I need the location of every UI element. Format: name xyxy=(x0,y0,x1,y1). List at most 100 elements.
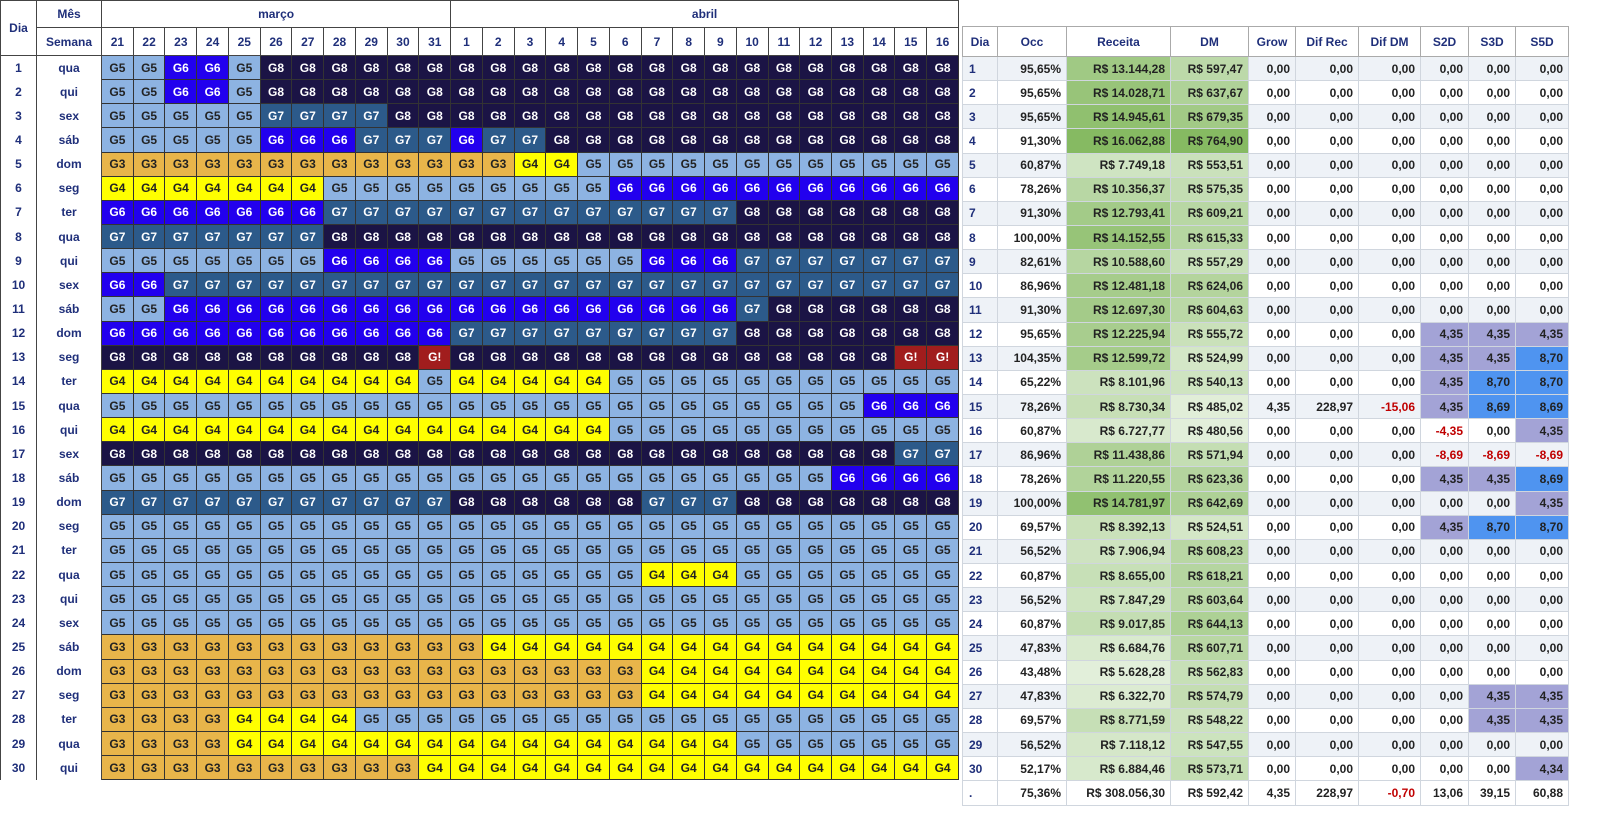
metric-cell: R$ 540,13 xyxy=(1170,369,1249,395)
metric-cell: 0,00 xyxy=(1358,442,1421,468)
metric-cell: 4,34 xyxy=(1515,756,1569,782)
group-cell: G8 xyxy=(799,223,832,250)
group-cell: G8 xyxy=(830,103,864,129)
group-cell: G8 xyxy=(799,54,832,81)
group-cell: G4 xyxy=(704,634,737,660)
group-cell: G6 xyxy=(450,296,483,322)
group-cell: G8 xyxy=(894,54,928,81)
group-cell: G4 xyxy=(227,730,261,757)
group-cell: G8 xyxy=(418,441,452,467)
metric-cell: 4,35 xyxy=(1468,683,1516,709)
metric-cell: 0,00 xyxy=(1358,297,1421,323)
metric-cell: R$ 548,22 xyxy=(1170,707,1249,733)
group-cell: G5 xyxy=(608,392,642,419)
group-cell: G5 xyxy=(577,248,610,274)
group-cell: G8 xyxy=(545,79,579,105)
group-cell: G7 xyxy=(196,223,229,250)
metric-cell: 0,00 xyxy=(1248,756,1296,782)
group-cell: G8 xyxy=(640,54,674,81)
group-cell: G8 xyxy=(450,489,483,515)
group-cell: G5 xyxy=(640,706,674,732)
row-weekday: sex xyxy=(36,610,102,635)
group-cell: G4 xyxy=(450,755,483,781)
group-cell: G5 xyxy=(926,586,959,612)
group-cell: G4 xyxy=(513,730,547,757)
grid-row: 13 seg G8 G8 G8 G8 G8 G8 G8 G8 G8 G8 G! G8 G8 G8 G8 G8 G8 G… xyxy=(0,344,959,370)
group-cell: G4 xyxy=(767,658,801,684)
metrics-row: 27 47,83% R$ 6.322,70 R$ 574,79 0,00 0,00 0,00… xyxy=(962,683,1569,709)
metric-cell: 56,52% xyxy=(997,538,1067,564)
group-cell: G8 xyxy=(101,441,134,467)
metric-cell: 78,26% xyxy=(997,176,1067,202)
group-cell: G4 xyxy=(704,730,737,757)
group-cell: G3 xyxy=(545,658,579,684)
metric-cell: 0,00 xyxy=(1420,538,1469,564)
metric-cell: 0,00 xyxy=(1358,756,1421,782)
group-cell: G5 xyxy=(481,706,515,732)
group-cell: G5 xyxy=(767,513,801,539)
metric-cell: 0,00 xyxy=(1468,562,1516,589)
group-cell: G8 xyxy=(830,127,864,153)
group-cell: G5 xyxy=(894,368,928,394)
group-cell: G4 xyxy=(830,658,864,684)
group-cell: G5 xyxy=(830,392,864,419)
group-cell: G4 xyxy=(132,368,166,394)
group-cell: G5 xyxy=(767,586,801,612)
group-cell: G5 xyxy=(735,706,769,732)
group-cell: G6 xyxy=(386,248,420,274)
group-cell: G4 xyxy=(196,417,229,443)
group-cell: G4 xyxy=(545,634,579,660)
metric-cell: 52,17% xyxy=(997,756,1067,782)
group-cell: G5 xyxy=(545,706,579,732)
group-cell: G8 xyxy=(926,103,959,129)
group-cell: G4 xyxy=(862,755,896,781)
metric-cell: 0,00 xyxy=(1468,104,1516,130)
metric-cell: 0,00 xyxy=(1420,152,1469,178)
metric-cell: 27 xyxy=(962,683,998,709)
group-cell: G8 xyxy=(259,441,293,467)
column-header: Occ xyxy=(997,26,1067,57)
group-cell: G3 xyxy=(386,755,420,781)
group-cell: G5 xyxy=(862,513,896,539)
row-day: 8 xyxy=(0,224,37,249)
group-cell: G5 xyxy=(132,296,166,322)
metric-cell: -8,69 xyxy=(1515,442,1569,468)
group-cell: G5 xyxy=(704,513,737,539)
group-cell: G5 xyxy=(513,248,547,274)
group-cell: G5 xyxy=(291,561,325,588)
group-cell: G5 xyxy=(227,586,261,612)
row-weekday: seg xyxy=(36,345,102,370)
group-cell: G5 xyxy=(354,537,388,563)
group-cell: G5 xyxy=(608,368,642,394)
metric-cell: 0,00 xyxy=(1468,538,1516,564)
group-cell: G5 xyxy=(830,561,864,588)
metric-cell: 0,00 xyxy=(1295,369,1359,395)
grid-row: 14 ter G4 G4 G4 G4 G4 G4 G4 G4 G4 G4 G5 G4 G4 G4 G4 G4 G5 G… xyxy=(0,368,959,394)
group-cell: G5 xyxy=(830,151,864,177)
group-cell: G5 xyxy=(608,248,642,274)
group-cell: G4 xyxy=(767,634,801,660)
group-cell: G5 xyxy=(164,513,198,539)
column-header: Grow xyxy=(1248,26,1296,57)
group-cell: G5 xyxy=(545,248,579,274)
group-cell: G5 xyxy=(481,175,515,201)
row-weekday: qua xyxy=(36,562,102,587)
group-cell: G8 xyxy=(323,54,356,81)
group-cell: G7 xyxy=(704,199,737,225)
group-cell: G8 xyxy=(894,199,928,225)
group-cell: G5 xyxy=(545,561,579,588)
group-cell: G5 xyxy=(101,296,134,322)
metric-cell: -8,69 xyxy=(1468,442,1516,468)
metric-cell: 0,00 xyxy=(1515,55,1569,82)
group-cell: G3 xyxy=(608,658,642,684)
group-cell: G5 xyxy=(830,730,864,757)
metric-cell: 0,00 xyxy=(1515,587,1569,613)
metric-cell: R$ 10.356,37 xyxy=(1066,176,1171,202)
group-cell: G6 xyxy=(259,320,293,346)
group-cell: G5 xyxy=(830,537,864,563)
group-cell: G4 xyxy=(323,368,356,394)
group-cell: G7 xyxy=(894,441,928,467)
group-cell: G7 xyxy=(767,248,801,274)
group-cell: G8 xyxy=(513,441,547,467)
group-cell: G5 xyxy=(323,513,356,539)
